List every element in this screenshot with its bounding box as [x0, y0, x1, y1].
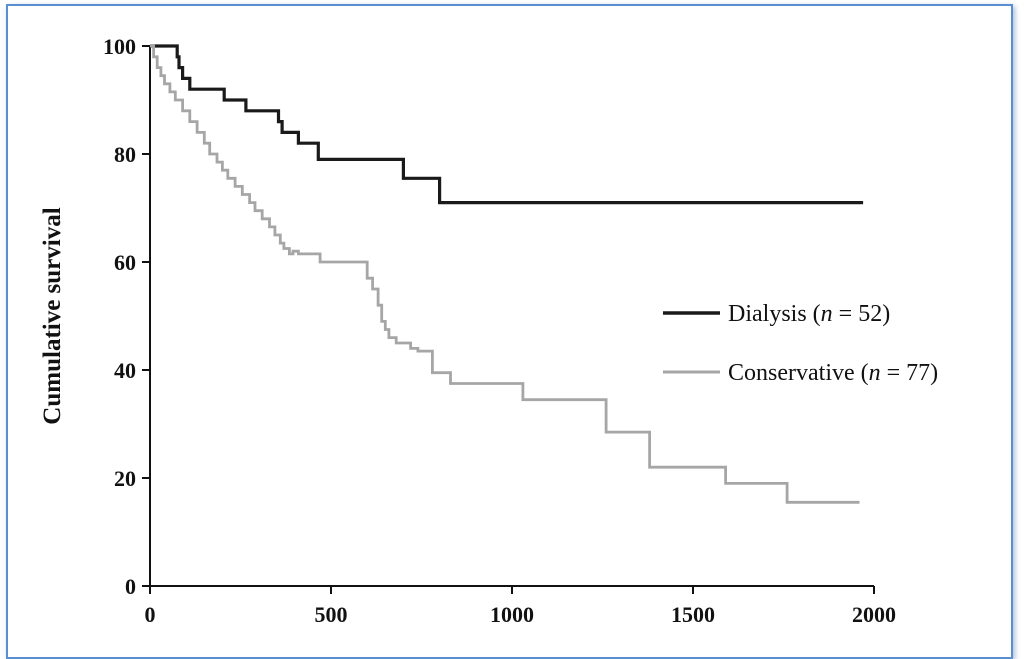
- legend-label-count: = 77): [881, 360, 939, 386]
- legend-label-n: n: [821, 301, 833, 327]
- y-tick-label: 20: [114, 466, 136, 491]
- legend-label-n: n: [869, 360, 881, 386]
- legend-label-conservative: Conservative (n = 77): [728, 360, 938, 386]
- x-tick-label: 1500: [671, 602, 715, 627]
- x-tick-label: 500: [315, 602, 348, 627]
- y-tick-label: 100: [103, 34, 136, 59]
- figure-frame: 0 20 40 60 80 100 0 500 1000 1500 2000 Cumulative s…: [6, 4, 1013, 659]
- legend-label-text: Dialysis (: [728, 301, 821, 327]
- legend-label-text: Conservative (: [728, 360, 869, 386]
- x-tick-label: 2000: [852, 602, 896, 627]
- x-tick-label: 0: [145, 602, 156, 627]
- y-tick-label: 80: [114, 142, 136, 167]
- series-line-dialysis: [150, 44, 864, 205]
- x-tick-label: 1000: [490, 602, 534, 627]
- y-tick-label: 60: [114, 250, 136, 275]
- legend-label-count: = 52): [833, 301, 891, 327]
- y-axis-title: Cumulative survival: [39, 207, 66, 424]
- y-tick-label: 40: [114, 358, 136, 383]
- legend-label-dialysis: Dialysis (n = 52): [728, 301, 890, 327]
- series-layer: [150, 44, 864, 504]
- series-line-conservative: [150, 44, 860, 504]
- legend: Dialysis (n = 52)Conservative (n = 77): [663, 301, 938, 386]
- y-tick-label: 0: [125, 574, 136, 599]
